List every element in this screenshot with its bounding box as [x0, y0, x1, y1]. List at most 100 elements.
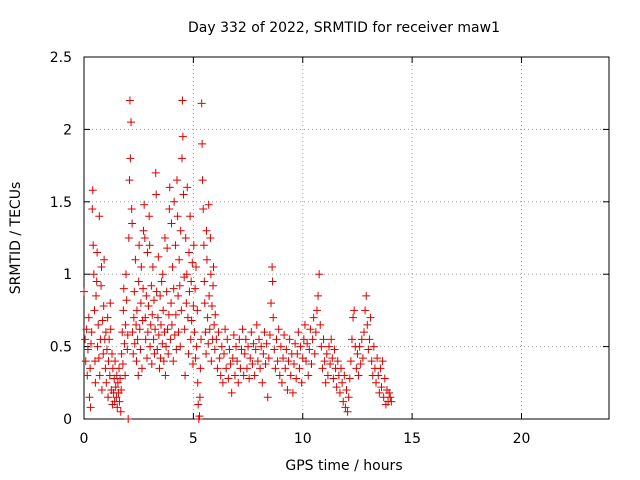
- data-point: [321, 378, 330, 387]
- data-point: [165, 183, 174, 192]
- data-point: [88, 205, 97, 214]
- data-point: [367, 357, 376, 366]
- data-point: [290, 359, 298, 368]
- data-point: [148, 262, 157, 271]
- data-point: [141, 313, 150, 322]
- data-point: [132, 357, 141, 366]
- data-point: [386, 393, 395, 402]
- data-point: [178, 154, 186, 163]
- data-point: [170, 197, 179, 206]
- data-point: [204, 200, 213, 209]
- data-point: [99, 302, 108, 311]
- data-point: [84, 313, 93, 322]
- data-point: [197, 335, 206, 344]
- data-point: [167, 320, 176, 329]
- data-point: [119, 284, 128, 293]
- data-point: [280, 331, 289, 340]
- data-point: [92, 277, 101, 286]
- data-point: [87, 339, 95, 348]
- data-point: [148, 310, 157, 319]
- data-point: [143, 248, 152, 257]
- data-point: [206, 234, 215, 242]
- data-point: [380, 374, 389, 383]
- data-point: [199, 205, 208, 214]
- data-point: [218, 378, 227, 387]
- data-point: [113, 378, 122, 387]
- data-point: [104, 393, 113, 402]
- data-point: [151, 168, 160, 177]
- data-point: [242, 364, 251, 373]
- data-point: [281, 364, 290, 373]
- data-point: [129, 349, 138, 358]
- data-point: [97, 281, 106, 290]
- data-point: [139, 226, 148, 235]
- data-point: [125, 176, 134, 185]
- data-point: [206, 270, 215, 279]
- data-point: [245, 374, 254, 383]
- data-point: [284, 357, 293, 366]
- data-point: [347, 335, 356, 344]
- data-point: [129, 313, 138, 322]
- y-tick-label: 2: [63, 122, 72, 138]
- data-point: [113, 403, 122, 412]
- data-point: [195, 412, 204, 421]
- data-point: [364, 345, 373, 354]
- data-point: [305, 345, 314, 354]
- data-point: [192, 342, 201, 351]
- data-point: [99, 349, 108, 358]
- data-point: [232, 342, 241, 351]
- data-point: [318, 364, 327, 373]
- data-point: [95, 212, 104, 221]
- data-point: [300, 320, 309, 329]
- data-point: [272, 335, 281, 344]
- data-point: [200, 277, 209, 286]
- data-point: [146, 342, 155, 351]
- data-point: [309, 313, 318, 322]
- data-point: [156, 291, 165, 300]
- data-point: [111, 357, 120, 366]
- data-point: [221, 325, 230, 334]
- data-point: [106, 325, 115, 334]
- data-point: [366, 313, 375, 322]
- data-point: [296, 342, 305, 351]
- data-point: [164, 349, 173, 358]
- data-point: [265, 331, 274, 340]
- data-point: [160, 234, 169, 242]
- data-point: [246, 354, 255, 363]
- data-point: [207, 357, 216, 366]
- data-point: [247, 328, 256, 337]
- data-point: [118, 359, 127, 368]
- data-point: [339, 397, 348, 406]
- data-point: [264, 354, 273, 363]
- data-point: [87, 328, 96, 337]
- data-point: [191, 284, 200, 293]
- data-point: [332, 383, 341, 392]
- data-point: [252, 320, 261, 329]
- data-point: [81, 335, 90, 344]
- data-point: [125, 96, 134, 105]
- data-point: [214, 328, 223, 337]
- data-point: [310, 349, 319, 358]
- data-point: [213, 364, 222, 373]
- data-point: [80, 287, 88, 296]
- data-point: [306, 325, 315, 334]
- data-point: [365, 335, 374, 344]
- data-point: [373, 354, 382, 363]
- data-point: [375, 388, 384, 397]
- data-point: [145, 212, 154, 221]
- x-tick-label: 10: [294, 431, 312, 447]
- data-point: [145, 241, 154, 250]
- data-point: [274, 325, 283, 334]
- data-point: [131, 255, 140, 264]
- data-point: [180, 325, 189, 334]
- data-point: [186, 335, 195, 344]
- data-point: [209, 281, 218, 290]
- data-point: [179, 190, 188, 199]
- data-point: [149, 335, 158, 344]
- data-point: [150, 349, 159, 358]
- data-point: [207, 302, 216, 311]
- data-point: [86, 364, 95, 373]
- data-point: [161, 371, 170, 380]
- data-point: [372, 378, 381, 387]
